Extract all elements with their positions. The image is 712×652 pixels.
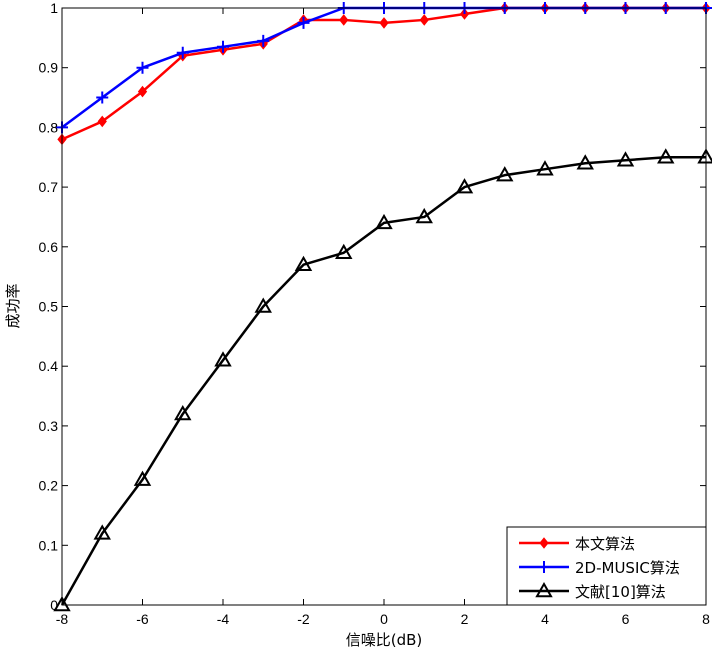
x-tick-label: 8 [702, 611, 710, 627]
legend-marker [535, 581, 553, 598]
legend-marker [539, 537, 549, 549]
data-point [335, 243, 353, 260]
data-point [176, 46, 189, 59]
data-point [415, 207, 433, 224]
legend-label: 本文算法 [575, 535, 635, 553]
legend-entry: 本文算法 [519, 535, 635, 553]
data-point [576, 154, 594, 170]
y-tick-label: 0.5 [39, 299, 59, 315]
x-tick-label: -4 [217, 611, 230, 627]
x-tick-label: -8 [56, 611, 69, 627]
y-tick-label: 0.6 [39, 239, 59, 255]
x-tick-label: -2 [297, 611, 310, 627]
y-tick-label: 0.2 [39, 478, 59, 494]
y-tick-label: 0 [50, 597, 58, 613]
data-point [257, 34, 270, 47]
series-3 [53, 148, 712, 612]
y-axis-label: 成功率 [4, 283, 22, 328]
y-tick-label: 0.8 [39, 119, 59, 135]
data-point [133, 470, 152, 486]
plot-frame [61, 7, 707, 606]
y-tick-label: 0.9 [39, 60, 59, 76]
data-point [254, 297, 272, 313]
series-line [60, 156, 706, 606]
data-point [375, 213, 393, 230]
legend-label: 文献[10]算法 [575, 583, 666, 601]
legend-marker [538, 561, 550, 573]
data-point [496, 166, 514, 182]
data-point [339, 14, 349, 26]
x-tick-label: -6 [136, 611, 149, 627]
data-point [97, 115, 107, 128]
data-point [136, 61, 149, 74]
data-point [616, 151, 635, 167]
legend-entry: 文献[10]算法 [519, 581, 666, 601]
tick-labels: -8 -6 -4 -2 0 2 4 6 8 0 0.1 0.2 0.3 0.4 0.5 0.6 0.7 0.8 0.… [39, 0, 711, 627]
data-point [217, 40, 229, 53]
data-point [379, 17, 389, 29]
data-point [137, 85, 148, 98]
y-tick-label: 0.7 [39, 179, 59, 195]
data-point [96, 91, 109, 104]
data-point [455, 178, 474, 194]
data-point [93, 524, 111, 540]
data-point [294, 255, 313, 271]
x-tick-label: 2 [461, 611, 469, 627]
x-axis-label: 信噪比(dB) [346, 631, 423, 649]
data-point [214, 351, 232, 367]
data-point [657, 148, 675, 164]
y-tick-label: 1 [50, 0, 58, 16]
x-tick-label: 4 [541, 611, 549, 627]
x-tick-label: 0 [380, 611, 388, 627]
y-tick-label: 0.4 [39, 358, 59, 374]
data-point [536, 160, 554, 176]
x-tick-label: 6 [622, 611, 630, 627]
y-tick-label: 0.1 [39, 537, 59, 553]
legend-entry: 2D-MUSIC算法 [519, 559, 680, 577]
data-point [419, 14, 429, 26]
plot-area [62, 8, 706, 605]
y-tick-label: 0.3 [39, 418, 59, 434]
legend-label: 2D-MUSIC算法 [575, 559, 680, 577]
data-point [174, 404, 192, 421]
data-point [297, 16, 310, 29]
data-point [53, 595, 71, 612]
